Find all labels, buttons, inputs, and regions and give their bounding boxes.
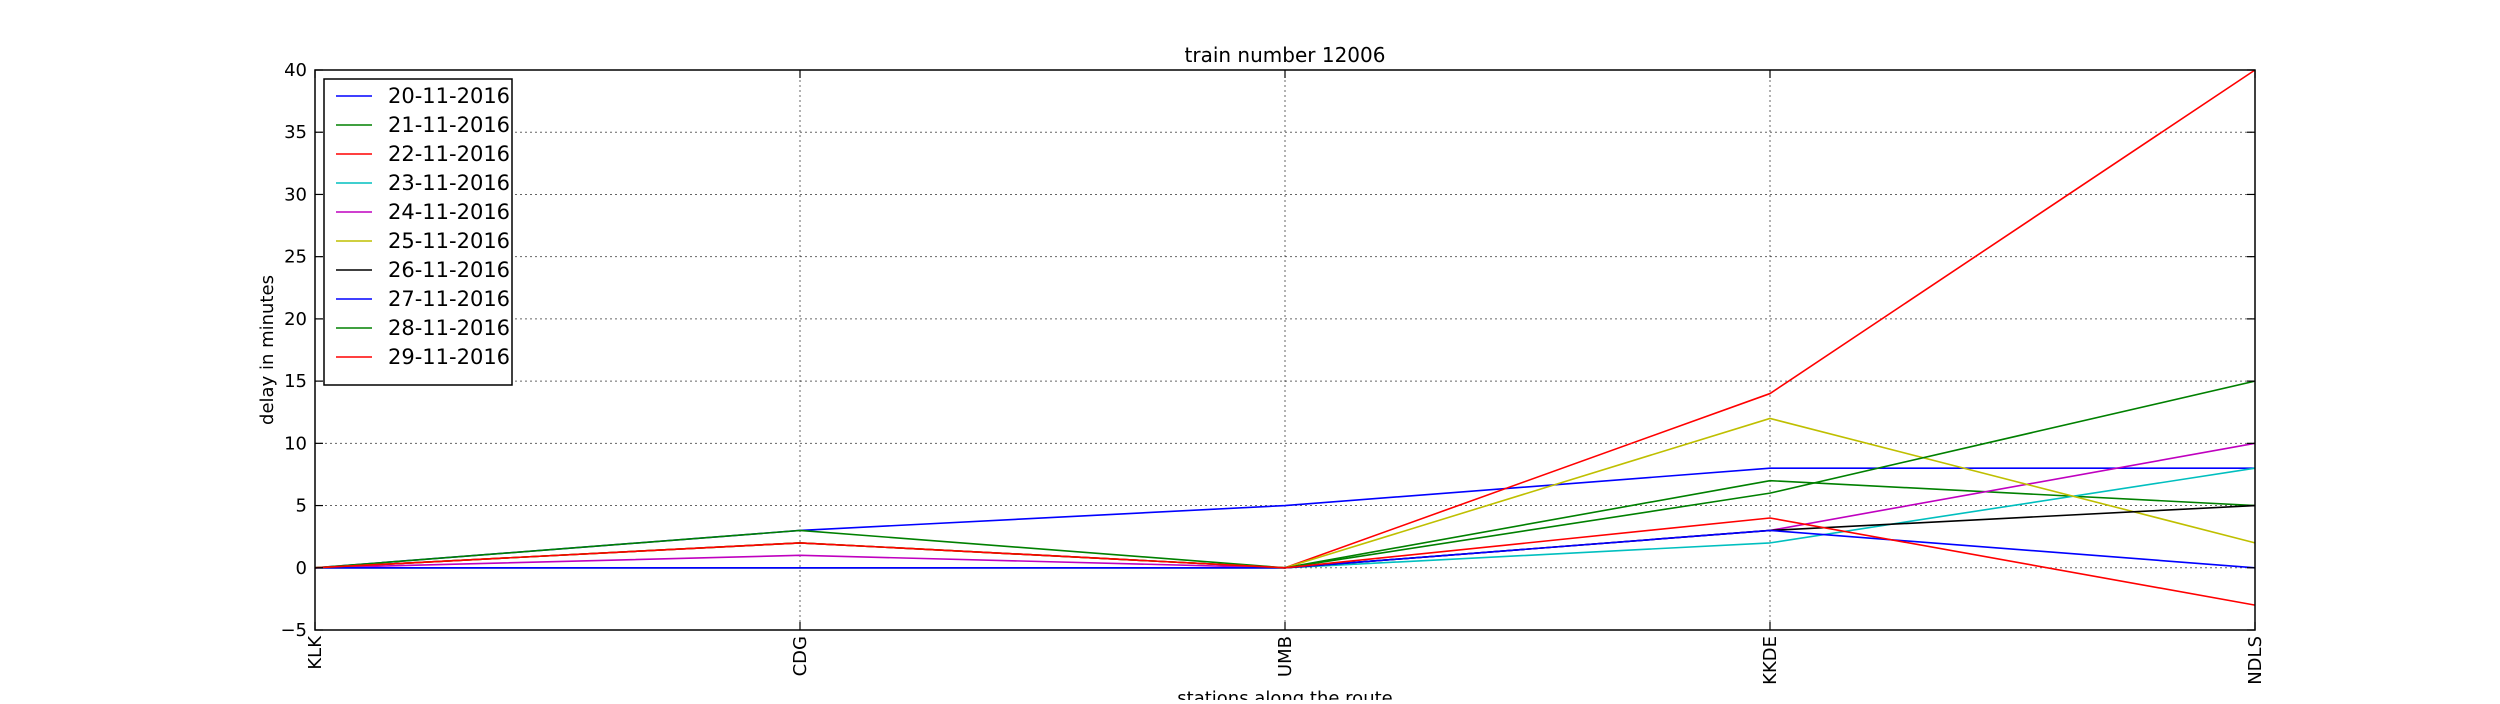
x-tick-label: UMB (1275, 636, 1296, 677)
x-axis: KLK CDG UMB KKDE NDLS (305, 70, 2266, 685)
y-tick-label: 15 (284, 371, 307, 392)
y-tick-label: 5 (296, 496, 307, 517)
series-line-29-11-2016 (314, 517, 2256, 606)
legend-label: 24-11-2016 (388, 200, 510, 224)
legend-label: 22-11-2016 (388, 142, 510, 166)
y-tick-label: 20 (284, 309, 307, 330)
x-tick-label: NDLS (2245, 636, 2266, 685)
series-line-21-11-2016 (314, 479, 2256, 569)
legend-label: 20-11-2016 (388, 84, 510, 108)
legend-label: 25-11-2016 (388, 229, 510, 253)
y-tick-label: 10 (284, 433, 307, 454)
legend-label: 28-11-2016 (388, 316, 510, 340)
y-axis: −5 0 5 10 15 20 25 30 35 40 (280, 60, 2255, 641)
y-tick-label: 40 (284, 60, 307, 81)
y-tick-label: 0 (296, 558, 307, 579)
series-line-28-11-2016 (314, 380, 2256, 569)
x-tick-label: KLK (305, 635, 326, 670)
series-lines (314, 69, 2256, 606)
y-tick-label: 35 (284, 122, 307, 143)
x-axis-title: stations along the route (1177, 688, 1392, 700)
x-tick-label: KKDE (1760, 636, 1781, 685)
legend: 20-11-2016 21-11-2016 22-11-2016 23-11-2016… (323, 78, 513, 386)
legend-label: 26-11-2016 (388, 258, 510, 282)
x-tick-label: CDG (790, 636, 811, 676)
legend-label: 23-11-2016 (388, 171, 510, 195)
y-axis-title: delay in minutes (257, 275, 278, 425)
legend-label: 21-11-2016 (388, 113, 510, 137)
y-tick-label: −5 (280, 620, 307, 641)
legend-box (323, 78, 513, 386)
y-tick-label: 30 (284, 184, 307, 205)
chart-title: train number 12006 (1185, 43, 1386, 67)
legend-label: 27-11-2016 (388, 287, 510, 311)
y-tick-label: 25 (284, 247, 307, 268)
legend-label: 29-11-2016 (388, 345, 510, 369)
